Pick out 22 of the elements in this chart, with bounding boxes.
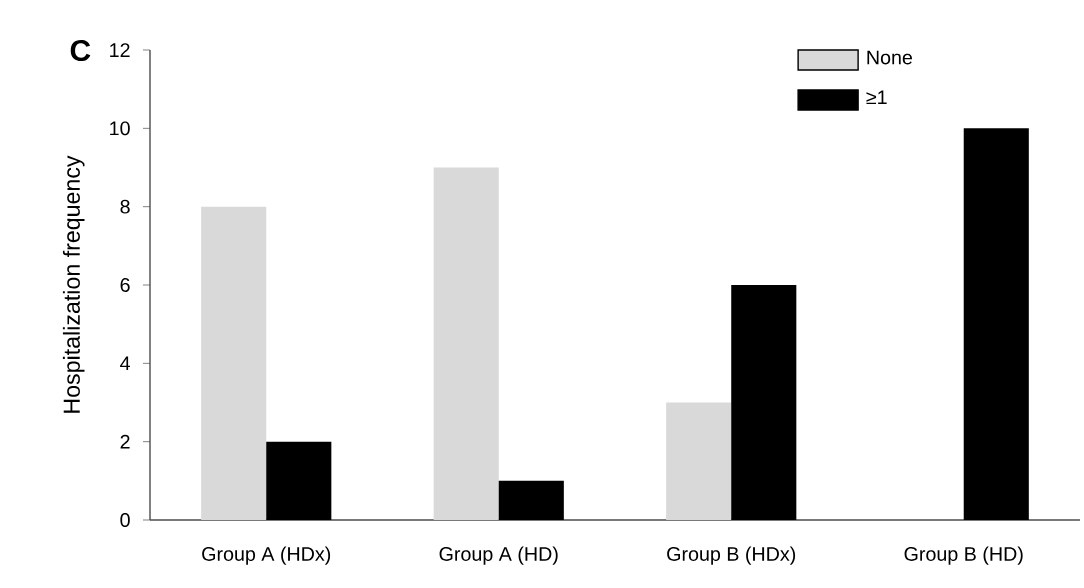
legend-label: None xyxy=(867,50,913,65)
text: C xyxy=(70,39,91,62)
y-tick-label: 6 xyxy=(120,278,130,292)
bar xyxy=(201,206,267,521)
bar xyxy=(731,285,797,521)
x-tick-label: Group A (HD) xyxy=(439,546,558,565)
x-tick-label: Group B (HDx) xyxy=(667,546,796,565)
bar xyxy=(498,480,564,521)
y-axis-title: Hospitalization frequency xyxy=(62,155,85,413)
bar xyxy=(666,402,732,521)
legend-label: ≥1 xyxy=(866,90,887,105)
y-tick-label: 2 xyxy=(120,434,130,449)
bar xyxy=(963,128,1029,521)
y-tick-label: 0 xyxy=(120,513,130,527)
x-tick-label: Group A (HDx) xyxy=(202,546,331,565)
bar xyxy=(266,441,332,521)
y-tick-label: 12 xyxy=(110,43,130,57)
y-tick-label: 10 xyxy=(110,121,130,136)
x-tick-label: Group B (HD) xyxy=(904,546,1023,565)
y-tick-label: 8 xyxy=(120,199,130,214)
y-tick-label: 4 xyxy=(120,356,130,371)
bar xyxy=(433,167,499,521)
